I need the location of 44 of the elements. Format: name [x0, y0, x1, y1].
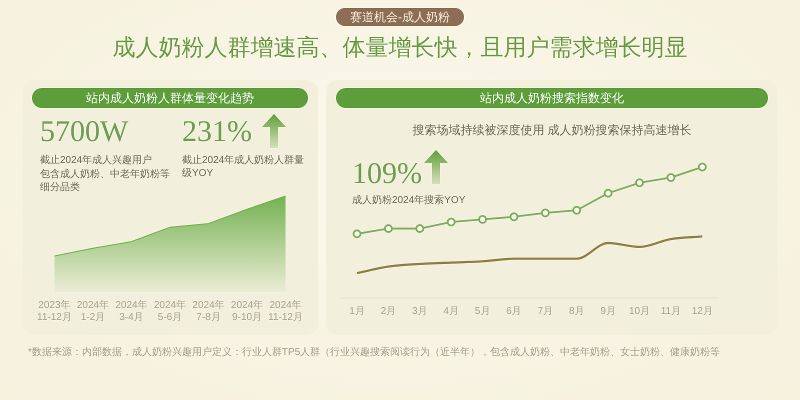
text: 231%	[182, 115, 252, 148]
x-tick-label: 4月	[443, 306, 459, 317]
x-tick-label: 2024年9-10月	[230, 298, 264, 323]
point	[635, 178, 644, 188]
point	[510, 212, 518, 222]
x-tick-label: 10月	[628, 306, 650, 317]
text: 截止2024年成人奶粉人群量级YOY	[182, 154, 306, 180]
x-tick-label: 7月	[538, 306, 554, 317]
point	[446, 218, 456, 226]
x-tick-label: 2024年11-12月	[268, 298, 304, 323]
x-tick-label: 12月	[692, 306, 713, 317]
text: 包含成人奶粉、中老年奶粉等细分品类	[40, 168, 171, 194]
annotation: 109%	[352, 157, 422, 190]
point	[572, 206, 582, 215]
x-tick-label: 2月	[380, 306, 396, 317]
x-tick-label: 2023年11-12月	[36, 298, 72, 323]
x-tick-label: 2024年5-6月	[154, 298, 186, 323]
annotation: 成人奶粉2024年搜索YOY	[352, 194, 466, 207]
chart-title: 站内成人奶粉搜索指数变化	[336, 88, 768, 108]
text: 5700W	[40, 115, 128, 148]
chart-subtitle: 搜索场域持续被深度使用 成人奶粉搜索保持高速增长	[411, 122, 693, 139]
x-tick-label: 3月	[412, 306, 428, 317]
text: 成人奶粉人群增速高、体量增长快，且用户需求增长明显	[112, 33, 688, 62]
x-tick-label: 2024年7-8月	[192, 298, 225, 323]
point	[540, 208, 550, 218]
point	[604, 188, 613, 198]
x-tick-label: 2024年3-4月	[115, 298, 148, 323]
point	[352, 229, 362, 238]
text: *数据来源：内部数据，成人奶粉兴趣用户定义：行业人群TP5人群（行业兴趣搜索阅读行为（近半年），包含成人奶粉、中老年奶粉、女士奶粉、健康奶粉等	[28, 346, 722, 359]
x-tick-label: 1月	[349, 306, 365, 317]
text: 截止2024年成人兴趣用户	[40, 154, 154, 167]
point	[666, 173, 676, 182]
x-tick-label: 11月	[660, 306, 682, 317]
chart-title: 站内成人奶粉人群体量变化趋势	[32, 88, 308, 108]
x-tick-label: 2024年1-2月	[76, 298, 110, 323]
x-tick-label: 8月	[568, 306, 585, 317]
point	[698, 162, 707, 172]
text: 赛道机会-成人奶粉	[336, 8, 464, 26]
x-tick-label: 9月	[600, 306, 616, 317]
x-tick-label: 5月	[474, 306, 490, 317]
x-tick-label: 6月	[506, 306, 522, 317]
point	[478, 215, 487, 224]
point	[384, 224, 393, 233]
point	[415, 224, 424, 233]
